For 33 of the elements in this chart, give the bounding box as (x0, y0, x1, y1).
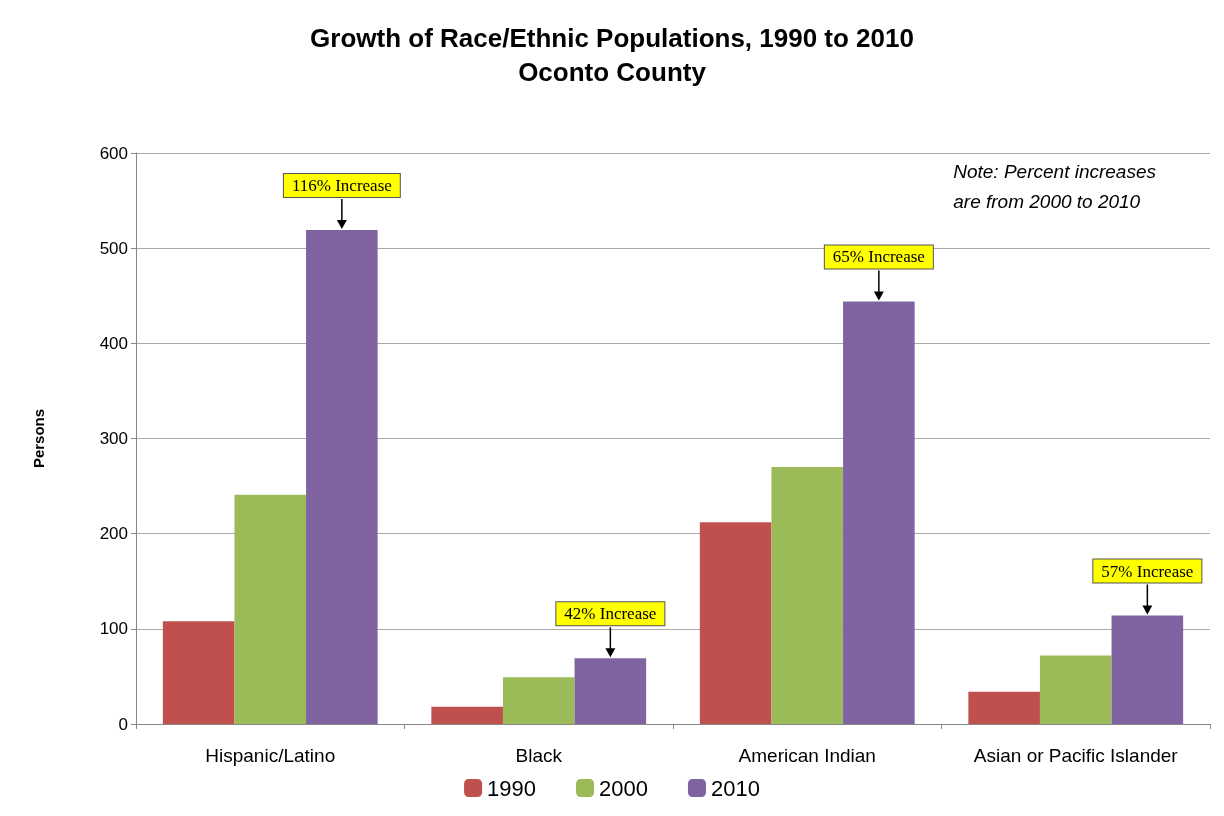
legend-label: 1990 (487, 775, 537, 801)
bar (574, 658, 647, 724)
bar (162, 621, 235, 724)
y-axis-title: Persons (30, 408, 47, 469)
y-tick-label: 200 (99, 524, 128, 544)
annotation: 116% Increase (291, 176, 392, 196)
x-tick-label: Asian or Pacific Islander (973, 745, 1179, 766)
bar (843, 301, 915, 724)
legend-label: 2000 (599, 775, 648, 801)
bar (771, 467, 844, 724)
bar (1111, 615, 1184, 724)
annotation: Note: Percent increases are from 2000 to 2010 (953, 160, 1157, 212)
bar (234, 494, 307, 724)
bar (431, 706, 503, 724)
y-tick-label: 500 (99, 238, 128, 258)
annotation: 42% Increase (564, 604, 657, 624)
y-tick-label: 300 (99, 429, 128, 448)
chart-title: Growth of Race/Ethnic Populations, 1990 to 2010 Oconto County (310, 23, 914, 87)
bar (502, 677, 575, 724)
x-tick-label: Black (515, 745, 563, 766)
bar (968, 691, 1040, 724)
bar (1039, 655, 1112, 724)
bar (306, 230, 378, 724)
x-tick-label: American Indian (738, 745, 876, 766)
y-tick-label: 0 (118, 714, 128, 734)
x-tick-label: Hispanic/Latino (205, 745, 336, 766)
y-tick-label: 400 (99, 333, 128, 353)
y-tick-label: 100 (99, 619, 128, 639)
legend-label: 2010 (710, 775, 760, 801)
annotation: 57% Increase (1101, 561, 1194, 581)
y-tick-label: 600 (99, 143, 128, 163)
bar (699, 522, 772, 724)
annotation: 65% Increase (832, 247, 925, 267)
